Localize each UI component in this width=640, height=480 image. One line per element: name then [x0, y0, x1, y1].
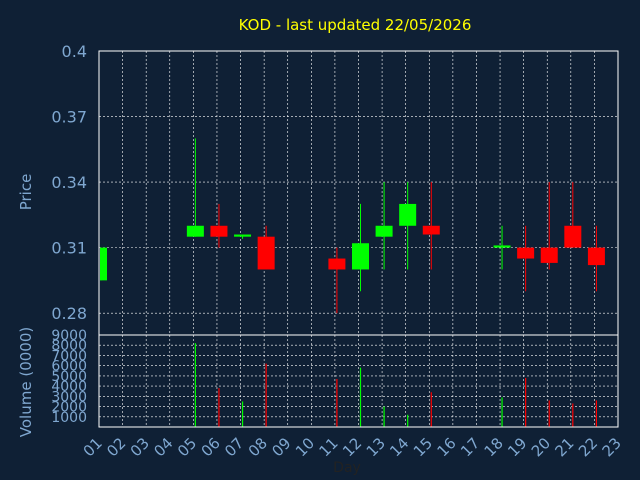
volume-axis-label: Volume (0000) [17, 327, 35, 437]
volume-tick-label: 1000 [51, 410, 87, 426]
price-tick-label: 0.31 [51, 239, 87, 258]
volume-tick-label: 5000 [51, 369, 87, 385]
candle-body-18 [493, 245, 511, 248]
volume-tick-label: 3000 [51, 389, 87, 405]
candle-body-13 [375, 225, 393, 237]
candle-body-21 [564, 225, 582, 248]
candle-body-01 [100, 247, 107, 281]
chart-title: KOD - last updated 22/05/2026 [239, 16, 472, 34]
price-axis-label: Price [17, 174, 35, 211]
candle-body-12 [352, 243, 369, 270]
candle-body-11 [328, 258, 346, 270]
volume-tick-label: 7000 [51, 348, 87, 364]
candle-body-05 [186, 225, 204, 237]
candle-body-19 [517, 247, 535, 259]
candle-body-22 [587, 247, 605, 266]
price-axis-ticks: 0.28 0.31 0.34 0.37 0.4 [51, 42, 87, 323]
volume-tick-label: 9000 [51, 328, 87, 344]
candle-body-07 [234, 234, 252, 237]
price-tick-label: 0.28 [51, 304, 87, 323]
day-axis-ticks: 0102030405060708091011121314151617181920… [80, 434, 625, 460]
candle-body-14 [399, 203, 417, 226]
candle-body-15 [422, 225, 440, 235]
price-tick-label: 0.37 [51, 108, 87, 127]
volume-tick-label: 2000 [51, 400, 87, 416]
candle-body-06 [210, 225, 228, 237]
volume-frame [98, 334, 619, 428]
price-tick-label: 0.34 [51, 173, 87, 192]
candle-body-08 [257, 236, 275, 270]
volume-bars [194, 343, 598, 427]
volume-tick-label: 8000 [51, 338, 87, 354]
volume-tick-label: 6000 [51, 359, 87, 375]
price-candles [100, 138, 605, 314]
volume-tick-label: 4000 [51, 379, 87, 395]
price-grid [99, 50, 618, 335]
price-tick-label: 0.4 [62, 42, 87, 61]
day-axis-label: Day [333, 460, 361, 476]
candle-body-20 [540, 247, 558, 263]
